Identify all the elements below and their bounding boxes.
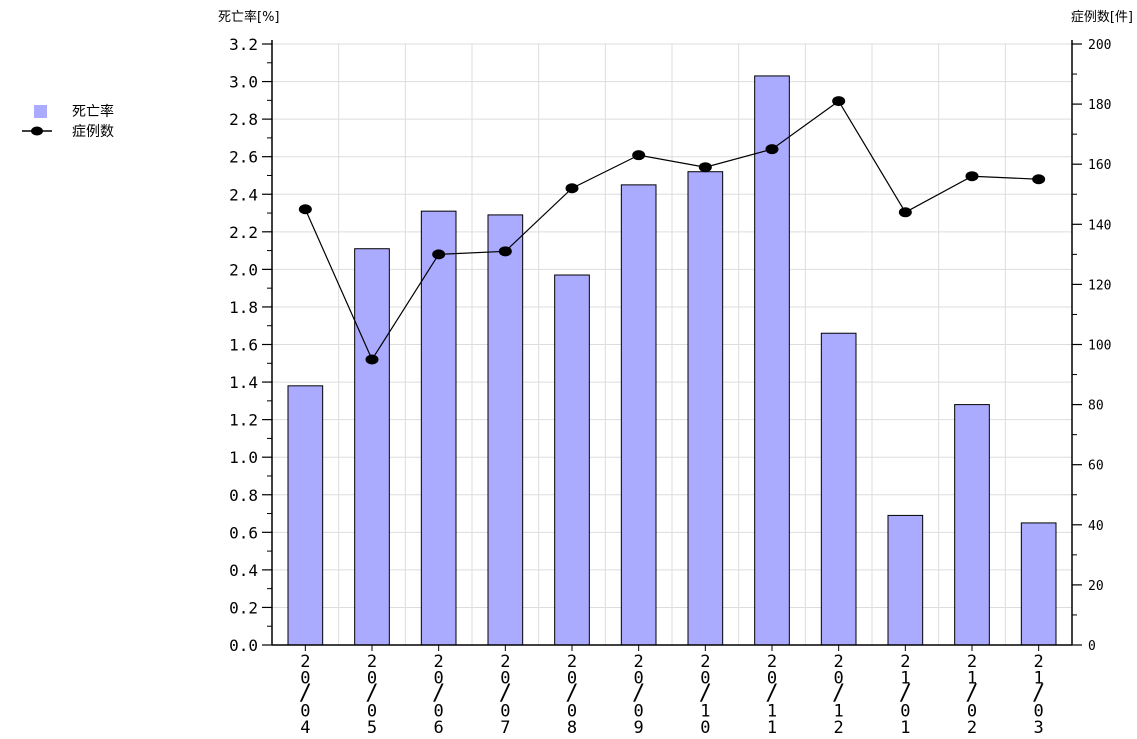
x-tick-label: 2 0/0 4: [299, 652, 312, 738]
left-tick-label: 3.0: [229, 73, 258, 92]
series-point: [632, 150, 646, 161]
legend-label-cases: 症例数: [72, 124, 114, 140]
bar: [887, 514, 924, 646]
left-tick-label: 0.0: [229, 636, 258, 655]
right-tick-label: 20: [1088, 579, 1104, 594]
right-tick-label: 160: [1088, 158, 1111, 173]
x-tick-label: 2 1/0 3: [1032, 652, 1045, 738]
left-tick-label: 0.8: [229, 486, 258, 505]
legend-line-swatch: [22, 126, 52, 136]
bar: [687, 171, 724, 646]
bar: [287, 385, 324, 646]
bar: [620, 184, 657, 646]
left-tick-label: 0.2: [229, 598, 258, 617]
bar: [554, 274, 590, 646]
x-tick-label: 2 0/1 2: [832, 652, 845, 738]
legend-item-cases: 症例数: [22, 121, 114, 141]
x-tick-label: 2 0/1 1: [765, 652, 778, 738]
left-tick-label: 0.4: [229, 561, 258, 580]
left-tick-label: 1.6: [229, 336, 258, 355]
bar: [820, 332, 857, 646]
right-tick-label: 120: [1088, 278, 1111, 293]
series-point: [298, 204, 312, 215]
series-point: [365, 354, 379, 365]
bar: [954, 404, 990, 646]
series-point: [765, 144, 779, 155]
x-tick-label: 2 0/0 9: [632, 652, 645, 738]
x-tick-label: 2 0/0 6: [432, 652, 445, 738]
left-tick-label: 0.6: [229, 523, 258, 542]
bar: [354, 248, 390, 646]
series-line: [304, 100, 1039, 361]
legend-bar-swatch: [34, 105, 47, 118]
left-tick-label: 2.4: [229, 185, 258, 204]
series-point: [565, 183, 579, 194]
left-tick-label: 1.2: [229, 411, 258, 430]
bar: [487, 214, 524, 646]
legend-item-mortality: 死亡率: [22, 101, 114, 121]
left-tick-label: 2.6: [229, 148, 258, 167]
right-tick-label: 200: [1088, 38, 1111, 53]
x-tick-label: 2 0/1 0: [699, 652, 712, 738]
series-point: [832, 96, 846, 107]
bar: [1020, 522, 1057, 646]
right-tick-label: 80: [1088, 399, 1104, 414]
series-point: [698, 162, 712, 173]
left-tick-label: 2.0: [229, 260, 258, 279]
series-point: [965, 171, 979, 182]
x-tick-label: 2 0/0 8: [565, 652, 578, 738]
x-tick-label: 2 0/0 5: [365, 652, 378, 738]
right-tick-label: 60: [1088, 459, 1104, 474]
left-tick-label: 1.8: [229, 298, 258, 317]
legend-label-mortality: 死亡率: [72, 104, 114, 120]
left-tick-label: 1.0: [229, 448, 258, 467]
x-tick-label: 2 0/0 7: [499, 652, 512, 738]
series-point: [1032, 174, 1046, 185]
right-tick-label: 180: [1088, 98, 1111, 113]
left-axis-title: 死亡率[%]: [218, 10, 280, 25]
x-tick-label: 2 1/0 2: [965, 652, 978, 738]
left-tick-label: 1.4: [229, 373, 258, 392]
left-tick-label: 2.2: [229, 223, 258, 242]
right-tick-label: 100: [1088, 339, 1111, 354]
bar: [420, 210, 457, 646]
x-tick-label: 2 1/0 1: [899, 652, 912, 738]
right-tick-label: 40: [1088, 519, 1104, 534]
series-point: [432, 249, 446, 260]
series-point: [898, 207, 912, 218]
bar: [754, 75, 790, 646]
right-axis-title: 症例数[件]: [1070, 10, 1133, 25]
left-tick-label: 3.2: [229, 35, 258, 54]
right-tick-label: 140: [1088, 218, 1111, 233]
series-point: [498, 246, 512, 257]
legend: 死亡率 症例数: [22, 101, 114, 141]
left-tick-label: 2.8: [229, 110, 258, 129]
right-tick-label: 0: [1088, 639, 1096, 654]
